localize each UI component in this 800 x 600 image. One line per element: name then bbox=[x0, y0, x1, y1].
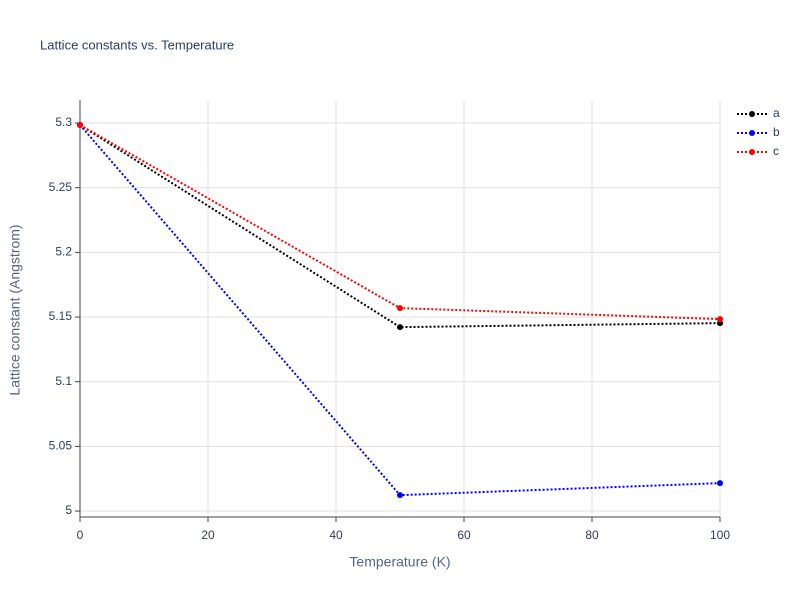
legend-label: a bbox=[773, 106, 780, 120]
x-tick-label: 20 bbox=[201, 528, 215, 542]
x-tick-label: 40 bbox=[329, 528, 343, 542]
y-tick-label: 5.15 bbox=[49, 309, 73, 323]
y-tick-label: 5.25 bbox=[49, 180, 73, 194]
legend-marker bbox=[749, 130, 755, 136]
data-point bbox=[77, 121, 83, 128]
x-tick-label: 0 bbox=[77, 528, 84, 542]
x-axis-title: Temperature (K) bbox=[349, 554, 450, 570]
y-tick-label: 5.1 bbox=[55, 374, 72, 388]
x-tick-label: 60 bbox=[457, 528, 471, 542]
data-point bbox=[717, 316, 723, 323]
y-axis-title: Lattice constant (Angstrom) bbox=[7, 224, 23, 395]
data-point bbox=[397, 492, 403, 499]
series-line bbox=[79, 124, 721, 321]
legend-label: c bbox=[773, 144, 779, 158]
x-tick-label: 100 bbox=[710, 528, 730, 542]
series-line bbox=[79, 124, 721, 329]
y-tick-label: 5.05 bbox=[49, 439, 73, 453]
x-tick-label: 80 bbox=[585, 528, 599, 542]
chart-title: Lattice constants vs. Temperature bbox=[40, 37, 234, 52]
y-tick-label: 5.2 bbox=[55, 245, 72, 259]
y-tick-label: 5.3 bbox=[55, 115, 72, 129]
y-tick-label: 5 bbox=[65, 503, 72, 517]
legend-marker bbox=[749, 111, 755, 117]
data-point bbox=[717, 480, 723, 487]
data-point bbox=[397, 305, 403, 312]
legend-label: b bbox=[773, 125, 780, 139]
data-point bbox=[397, 324, 403, 331]
legend-marker bbox=[749, 149, 755, 155]
